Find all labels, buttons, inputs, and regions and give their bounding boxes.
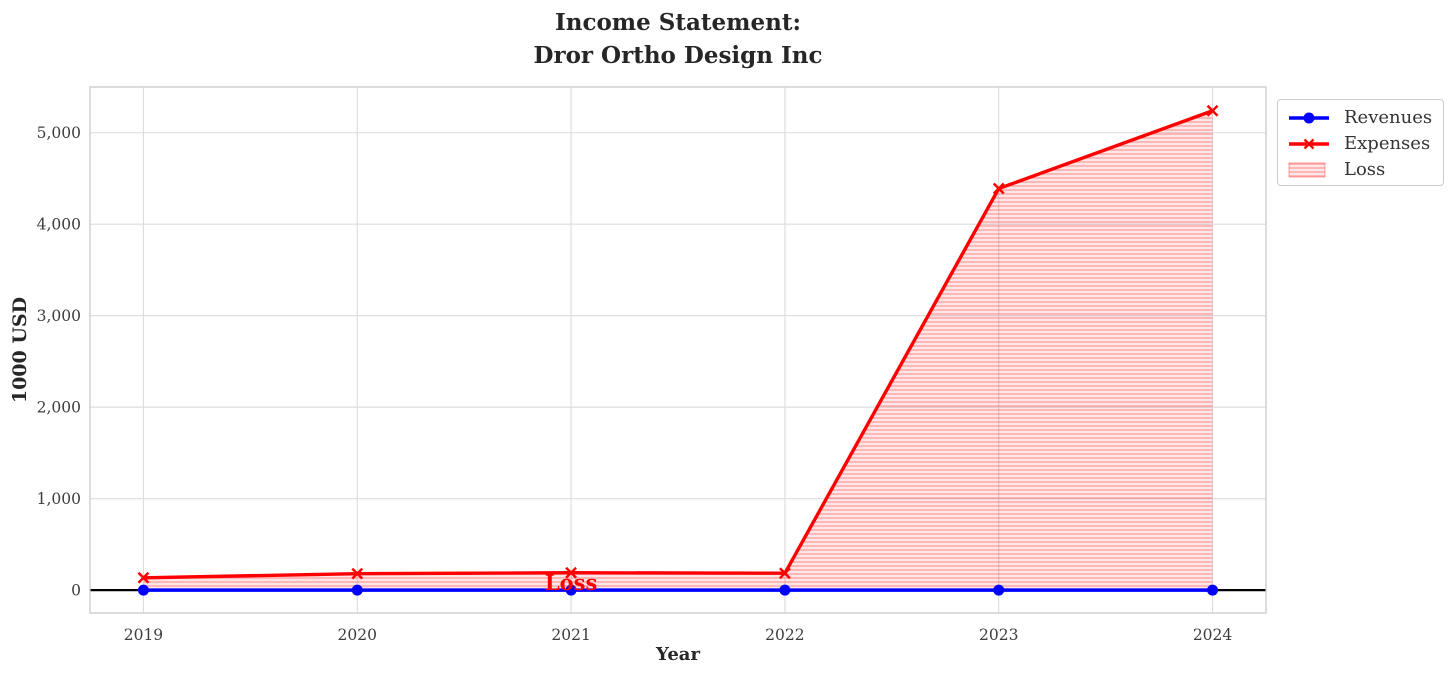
x-tick-label: 2021: [551, 626, 590, 644]
legend-item-revenues: Revenues: [1287, 105, 1443, 131]
x-tick-label: 2020: [338, 626, 377, 644]
revenues-marker: [565, 584, 577, 596]
x-tick-label: 2022: [765, 626, 804, 644]
x-tick-label: 2024: [1193, 626, 1233, 644]
expenses-line: [143, 109, 1214, 580]
revenues-marker: [1207, 584, 1219, 596]
loss-area-hatch: [143, 110, 1213, 591]
revenues-marker: [779, 584, 791, 596]
expenses-marker: [779, 567, 791, 580]
expenses-marker: [565, 566, 577, 579]
legend-label-revenues: Revenues: [1344, 107, 1433, 128]
y-tick-label: 2,000: [37, 399, 81, 417]
revenues-marker: [351, 584, 363, 596]
expenses-marker: [992, 182, 1005, 195]
expenses-marker: [1206, 104, 1219, 117]
legend-label-loss: Loss: [1344, 159, 1386, 180]
loss-patch-icon: [1288, 162, 1326, 178]
y-tick-label: 0: [71, 582, 81, 600]
loss-annotation: Loss: [545, 570, 597, 595]
legend-item-loss: Loss: [1287, 157, 1443, 183]
revenues-line-icon: [1289, 112, 1329, 124]
y-tick-label: 1,000: [37, 490, 81, 508]
x-tick-label: 2023: [979, 626, 1018, 644]
chart-title: Income Statement: Dror Ortho Design Inc: [90, 6, 1266, 72]
expenses-line-icon: [1289, 138, 1329, 150]
legend-item-expenses: Expenses: [1287, 131, 1443, 157]
expenses-marker: [351, 567, 364, 580]
y-tick-label: 5,000: [37, 124, 81, 142]
revenues-marker: [993, 584, 1005, 596]
y-tick-label: 3,000: [37, 307, 81, 325]
revenues-marker: [137, 584, 149, 596]
expenses-marker: [137, 571, 150, 584]
chart-title-line2: Dror Ortho Design Inc: [533, 42, 823, 69]
legend-label-expenses: Expenses: [1344, 133, 1431, 154]
legend: Revenues Expenses Loss: [1277, 99, 1444, 186]
x-axis-label: Year: [656, 644, 700, 665]
y-tick-label: 4,000: [37, 216, 81, 234]
plot-border: [89, 86, 1267, 614]
x-tick-label: 2019: [124, 626, 163, 644]
chart-title-line1: Income Statement:: [554, 9, 801, 36]
